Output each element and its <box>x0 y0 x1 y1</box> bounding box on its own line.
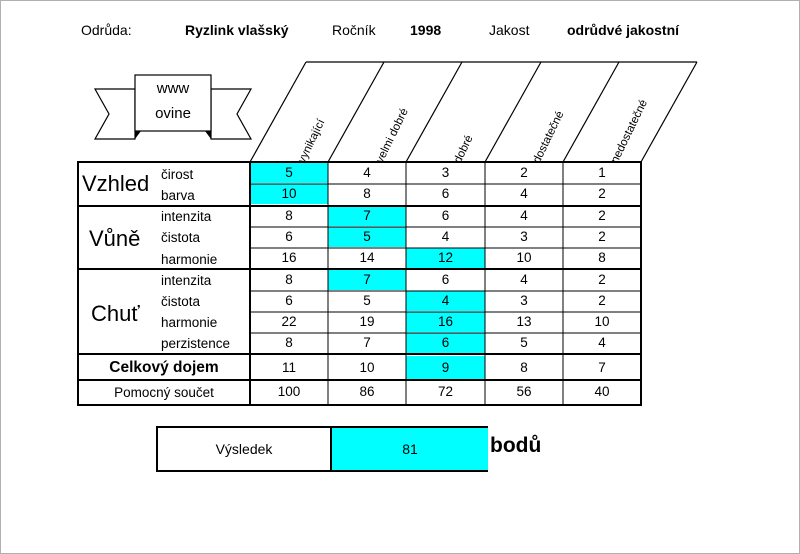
score-cell[interactable]: 8 <box>598 250 606 265</box>
score-cell[interactable]: 2 <box>598 208 606 223</box>
score-cell[interactable]: 16 <box>281 250 297 265</box>
logo-line-1: www <box>156 80 190 97</box>
logo-line-2: ovine <box>155 105 191 122</box>
score-cell[interactable]: 8 <box>285 208 293 223</box>
result-value[interactable]: 81 <box>330 428 488 470</box>
row-label-helper-sum: Pomocný součet <box>114 385 214 400</box>
score-cell[interactable]: 2 <box>598 272 606 287</box>
score-cell[interactable]: 19 <box>359 314 375 329</box>
score-cell[interactable]: 8 <box>363 186 371 201</box>
result-label: Výsledek <box>215 441 273 457</box>
score-cell[interactable]: 2 <box>598 293 606 308</box>
score-cell[interactable]: 2 <box>598 186 606 201</box>
group-label-appearance: Vzhled <box>82 171 150 196</box>
score-cell[interactable]: 8 <box>520 360 528 375</box>
score-cell[interactable]: 12 <box>406 248 485 268</box>
group-label-taste: Chuť <box>91 301 140 326</box>
score-cell[interactable]: 4 <box>598 335 606 350</box>
score-cell[interactable]: 5 <box>250 163 328 183</box>
score-cell[interactable]: 7 <box>328 269 406 290</box>
score-cell[interactable]: 4 <box>363 165 371 180</box>
score-cell[interactable]: 4 <box>406 291 485 311</box>
score-cell[interactable]: 10 <box>250 184 328 204</box>
year-label: Ročník <box>332 22 376 38</box>
score-cell: 100 <box>277 384 301 399</box>
score-cell[interactable]: 5 <box>328 227 406 247</box>
row-label: perzistence <box>161 336 231 351</box>
row-label: barva <box>161 188 195 203</box>
row-label: harmonie <box>161 252 218 267</box>
score-cell[interactable]: 3 <box>520 229 528 244</box>
row-label: harmonie <box>161 315 218 330</box>
score-cell[interactable]: 8 <box>285 272 293 287</box>
score-cell[interactable]: 6 <box>441 272 450 287</box>
row-label-overall: Celkový dojem <box>109 359 219 376</box>
row-label: čistota <box>161 230 201 245</box>
score-cell[interactable]: 5 <box>363 293 371 308</box>
score-cell[interactable]: 6 <box>441 208 450 223</box>
score-cell: 86 <box>359 384 375 399</box>
score-cell[interactable]: 6 <box>285 229 293 244</box>
score-cell[interactable]: 22 <box>281 314 297 329</box>
score-cell[interactable]: 9 <box>406 356 485 379</box>
score-cell[interactable]: 3 <box>520 293 528 308</box>
score-cell[interactable]: 8 <box>285 335 293 350</box>
result-box: Výsledek 81 <box>156 426 488 472</box>
score-cell: 40 <box>594 384 610 399</box>
variety-value[interactable]: Ryzlink vlašský <box>185 22 289 38</box>
row-label: čistota <box>161 294 201 309</box>
score-cell[interactable]: 2 <box>520 165 528 180</box>
score-cell[interactable]: 4 <box>441 229 450 244</box>
score-cell[interactable]: 6 <box>285 293 293 308</box>
score-cell[interactable]: 3 <box>441 165 450 180</box>
score-cell[interactable]: 10 <box>594 314 610 329</box>
score-cell[interactable]: 4 <box>520 186 528 201</box>
year-value[interactable]: 1998 <box>410 22 442 38</box>
ribbon-logo <box>93 74 253 140</box>
score-cell[interactable]: 13 <box>516 314 532 329</box>
score-cell[interactable]: 5 <box>520 335 528 350</box>
quality-label: Jakost <box>489 22 530 38</box>
score-cell[interactable]: 14 <box>359 250 375 265</box>
score-cell[interactable]: 4 <box>520 208 528 223</box>
score-cell[interactable]: 1 <box>598 165 606 180</box>
score-cell[interactable]: 7 <box>598 360 606 375</box>
score-cell[interactable]: 10 <box>516 250 532 265</box>
row-label: intenzita <box>161 209 212 224</box>
score-cell[interactable]: 4 <box>520 272 528 287</box>
score-cell[interactable]: 16 <box>406 312 485 332</box>
score-cell[interactable]: 7 <box>328 206 406 226</box>
result-unit: bodů <box>490 434 542 457</box>
variety-label: Odrůda: <box>81 22 132 38</box>
score-cell[interactable]: 2 <box>598 229 606 244</box>
row-label: čirost <box>161 167 194 182</box>
score-cell[interactable]: 10 <box>359 360 375 375</box>
group-label-aroma: Vůně <box>89 226 141 251</box>
score-cell[interactable]: 11 <box>281 360 296 375</box>
row-label: intenzita <box>161 273 212 288</box>
quality-value[interactable]: odrůdvé jakostní <box>567 22 680 38</box>
score-cell[interactable]: 6 <box>406 333 485 353</box>
score-cell[interactable]: 7 <box>363 335 371 350</box>
score-cell[interactable]: 6 <box>441 186 450 201</box>
score-cell: 72 <box>437 384 454 399</box>
score-cell: 56 <box>516 384 532 399</box>
